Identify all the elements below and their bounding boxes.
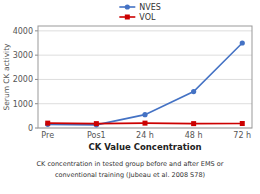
y-axis-label: Serum CK activity (2, 43, 11, 111)
series-marker (240, 40, 245, 45)
x-tick-label: 24 h (136, 131, 154, 140)
x-tick-label: Pos1 (87, 131, 106, 140)
grid-line (38, 103, 252, 104)
legend-label: VOL (139, 13, 156, 22)
series-marker (191, 89, 196, 94)
chart: 0 1000 2000 3000 4000 Pre Pos1 24 h 48 h 72 h NVES… (0, 0, 260, 194)
x-tick-label: Pre (41, 131, 54, 140)
series-marker (142, 112, 147, 117)
chart-container: 0 1000 2000 3000 4000 Pre Pos1 24 h 48 h 72 h NVES… (0, 0, 260, 194)
x-tick-label: 48 h (185, 131, 203, 140)
grid-line (38, 79, 252, 80)
series-group (45, 40, 245, 127)
caption: CK concentration in tested group before … (37, 160, 224, 168)
grid-line (38, 30, 252, 31)
y-tick-label: 0 (28, 124, 33, 133)
y-tick-label: 4000 (13, 27, 33, 36)
series-marker (94, 121, 99, 126)
legend-marker (125, 15, 130, 20)
caption: conventional training (Jubeau et al. 200… (55, 171, 205, 179)
series-line (48, 43, 243, 125)
legend-entry: NVES (119, 3, 161, 12)
grid-line (38, 55, 252, 56)
plot-frame (38, 26, 252, 128)
legend-label: NVES (139, 3, 161, 12)
y-tick-label: 3000 (13, 51, 33, 60)
series-marker (191, 121, 196, 126)
series-marker (143, 121, 148, 126)
series-marker (45, 121, 50, 126)
y-tick-label: 1000 (13, 100, 33, 109)
x-tick-label: 72 h (233, 131, 251, 140)
series-marker (240, 121, 245, 126)
x-axis-label: CK Value Concentration (88, 142, 201, 152)
y-tick-label: 2000 (13, 75, 33, 84)
plot-background (38, 26, 252, 128)
legend-entry: VOL (119, 13, 156, 22)
legend-marker (125, 4, 130, 9)
